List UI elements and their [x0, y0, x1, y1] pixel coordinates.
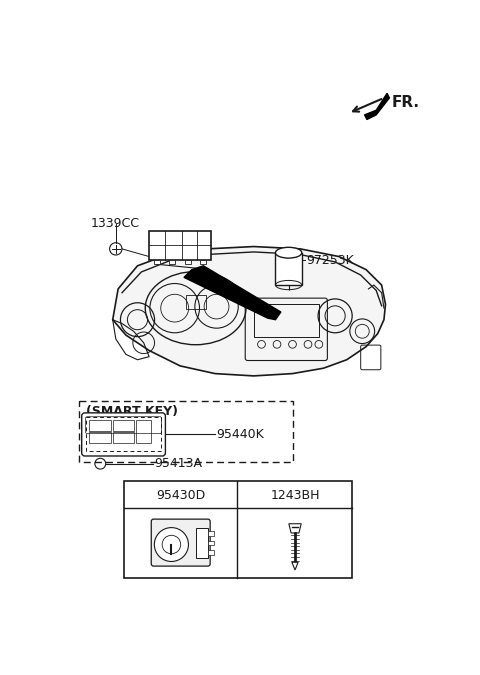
FancyBboxPatch shape: [151, 519, 210, 566]
Bar: [113, 420, 134, 431]
Bar: [208, 541, 214, 545]
Bar: [196, 528, 208, 558]
Bar: [154, 261, 160, 264]
Bar: [208, 531, 214, 536]
Bar: [123, 481, 352, 578]
Text: FR.: FR.: [392, 95, 420, 110]
Text: 1243BH: 1243BH: [270, 489, 320, 502]
Polygon shape: [292, 562, 298, 570]
Bar: [208, 550, 214, 555]
Bar: [136, 420, 152, 443]
Bar: [113, 432, 134, 443]
Bar: [200, 261, 206, 264]
Polygon shape: [184, 266, 281, 320]
Text: 95440K: 95440K: [216, 428, 264, 441]
Bar: [186, 295, 206, 309]
Bar: [89, 432, 111, 443]
Bar: [185, 261, 191, 264]
Ellipse shape: [276, 247, 302, 258]
Text: 1339CC: 1339CC: [91, 217, 140, 230]
Circle shape: [155, 528, 189, 562]
Text: 97253K: 97253K: [306, 254, 354, 267]
Bar: [254, 304, 319, 337]
FancyBboxPatch shape: [82, 413, 166, 456]
Polygon shape: [113, 246, 385, 376]
Bar: [149, 231, 211, 261]
Polygon shape: [365, 93, 389, 119]
Text: 95430D: 95430D: [156, 489, 205, 502]
Polygon shape: [289, 524, 301, 533]
Text: 95413A: 95413A: [155, 457, 203, 470]
Bar: [89, 420, 111, 431]
Bar: [276, 252, 302, 285]
Bar: [169, 261, 176, 264]
Text: (SMART KEY): (SMART KEY): [85, 405, 178, 418]
